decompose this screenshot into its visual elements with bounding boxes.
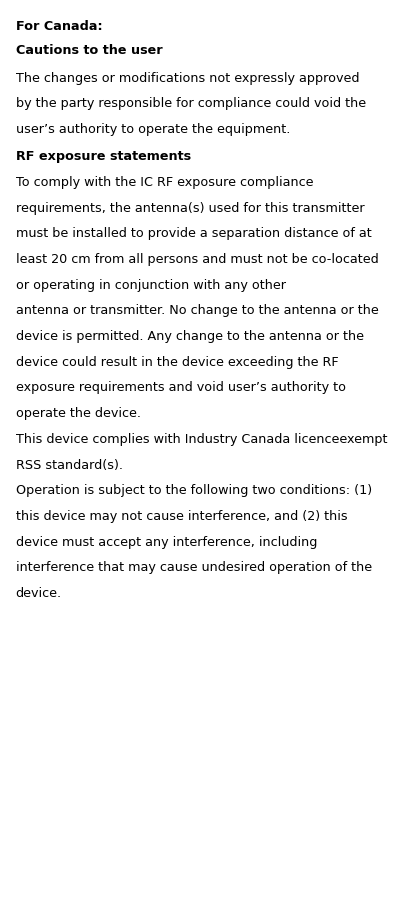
Text: device must accept any interference, including: device must accept any interference, inc… [16, 536, 317, 548]
Text: requirements, the antenna(s) used for this transmitter: requirements, the antenna(s) used for th… [16, 202, 364, 215]
Text: To comply with the IC RF exposure compliance: To comply with the IC RF exposure compli… [16, 176, 313, 189]
Text: Operation is subject to the following two conditions: (1): Operation is subject to the following tw… [16, 484, 372, 497]
Text: exposure requirements and void user’s authority to: exposure requirements and void user’s au… [16, 381, 346, 394]
Text: For Canada:: For Canada: [16, 20, 102, 33]
Text: least 20 cm from all persons and must not be co-located: least 20 cm from all persons and must no… [16, 253, 379, 266]
Text: interference that may cause undesired operation of the: interference that may cause undesired op… [16, 561, 372, 574]
Text: this device may not cause interference, and (2) this: this device may not cause interference, … [16, 510, 347, 523]
Text: must be installed to provide a separation distance of at: must be installed to provide a separatio… [16, 227, 372, 240]
Text: The changes or modifications not expressly approved: The changes or modifications not express… [16, 72, 359, 84]
Text: antenna or transmitter. No change to the antenna or the: antenna or transmitter. No change to the… [16, 304, 379, 317]
Text: device.: device. [16, 587, 62, 600]
Text: or operating in conjunction with any other: or operating in conjunction with any oth… [16, 279, 286, 292]
Text: by the party responsible for compliance could void the: by the party responsible for compliance … [16, 97, 366, 110]
Text: RF exposure statements: RF exposure statements [16, 150, 191, 163]
Text: user’s authority to operate the equipment.: user’s authority to operate the equipmen… [16, 123, 290, 136]
Text: Cautions to the user: Cautions to the user [16, 44, 162, 57]
Text: device could result in the device exceeding the RF: device could result in the device exceed… [16, 356, 338, 369]
Text: RSS standard(s).: RSS standard(s). [16, 458, 122, 471]
Text: operate the device.: operate the device. [16, 407, 141, 420]
Text: device is permitted. Any change to the antenna or the: device is permitted. Any change to the a… [16, 330, 364, 343]
Text: This device complies with Industry Canada licenceexempt: This device complies with Industry Canad… [16, 433, 387, 446]
